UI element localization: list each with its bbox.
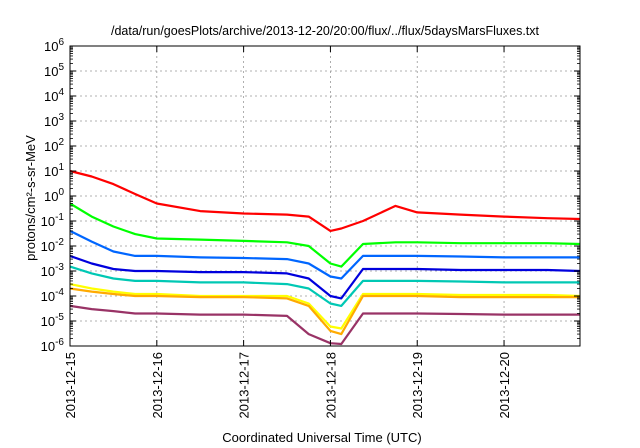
y-tick-label: 105 [44,62,64,79]
x-tick-label: 2013-12-18 [323,352,338,419]
y-tick-label: 10-3 [41,262,65,279]
x-tick-label: 2013-12-16 [150,352,165,419]
x-tick-label: 2013-12-19 [410,352,425,419]
series-line-5 [69,265,580,307]
y-tick-label: 104 [44,87,64,104]
y-tick-label: 10-2 [41,237,65,254]
y-axis-title: protons/cm²-s-sr-MeV [23,135,38,261]
series-line-2 [69,202,581,268]
series-line-6 [69,283,581,330]
y-axis-label: protons/cm²-s-sr-MeV [23,135,38,261]
y-tick-label: 101 [44,162,64,179]
series-line-8 [69,304,580,346]
y-tick-label: 103 [44,112,64,129]
x-tick-label: 2013-12-20 [497,352,512,419]
y-tick-label: 106 [44,37,64,54]
y-tick-label: 10-4 [41,287,65,304]
x-tick-label: 2013-12-15 [63,352,78,419]
chart-title: /data/run/goesPlots/archive/2013-12-20/2… [111,24,540,38]
series-line-1 [69,169,581,232]
y-tick-label: 102 [44,137,64,154]
axis-ticks: 10-6 10-5 10-4 10-3 10-2 10-1 100 101 102 103 104 1… [41,37,580,419]
x-axis-label: Coordinated Universal Time (UTC) [222,430,421,445]
series-line-4 [69,254,581,300]
x-tick-label: 2013-12-17 [237,352,252,419]
data-series [69,169,581,346]
y-tick-label: 10-1 [41,212,65,229]
series-line-7 [69,287,580,336]
y-tick-label: 10-6 [41,337,65,354]
y-tick-label: 10-5 [41,312,65,329]
y-tick-label: 100 [44,187,64,204]
series-line-3 [69,229,580,280]
